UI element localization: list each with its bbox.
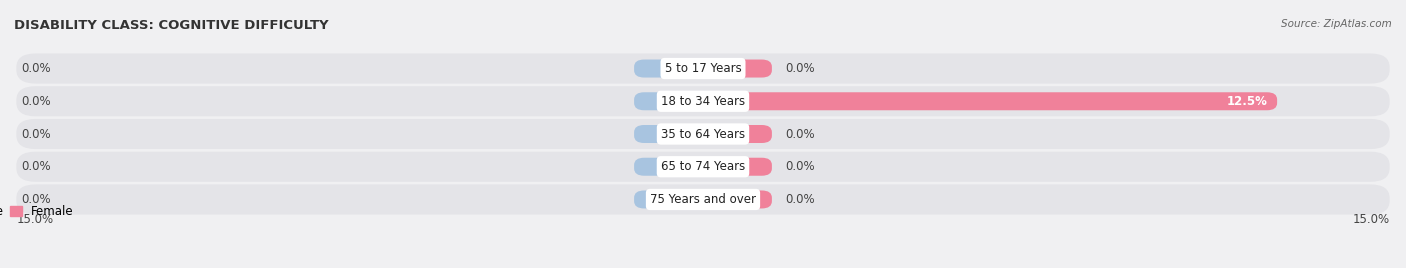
FancyBboxPatch shape [703, 59, 772, 77]
FancyBboxPatch shape [634, 191, 703, 209]
Text: 5 to 17 Years: 5 to 17 Years [665, 62, 741, 75]
Text: 0.0%: 0.0% [786, 62, 815, 75]
FancyBboxPatch shape [17, 152, 1389, 182]
Text: 0.0%: 0.0% [21, 160, 51, 173]
Text: 12.5%: 12.5% [1227, 95, 1268, 108]
Text: Source: ZipAtlas.com: Source: ZipAtlas.com [1281, 19, 1392, 29]
FancyBboxPatch shape [634, 92, 703, 110]
Text: 35 to 64 Years: 35 to 64 Years [661, 128, 745, 140]
FancyBboxPatch shape [17, 119, 1389, 149]
FancyBboxPatch shape [703, 191, 772, 209]
FancyBboxPatch shape [17, 54, 1389, 84]
Text: 75 Years and over: 75 Years and over [650, 193, 756, 206]
FancyBboxPatch shape [634, 158, 703, 176]
Text: 0.0%: 0.0% [21, 62, 51, 75]
FancyBboxPatch shape [703, 125, 772, 143]
Text: 0.0%: 0.0% [21, 128, 51, 140]
Text: 0.0%: 0.0% [21, 193, 51, 206]
Text: DISABILITY CLASS: COGNITIVE DIFFICULTY: DISABILITY CLASS: COGNITIVE DIFFICULTY [14, 19, 329, 32]
Text: 0.0%: 0.0% [786, 193, 815, 206]
FancyBboxPatch shape [703, 92, 1277, 110]
FancyBboxPatch shape [634, 125, 703, 143]
FancyBboxPatch shape [703, 158, 772, 176]
Text: 0.0%: 0.0% [786, 128, 815, 140]
Legend: Male, Female: Male, Female [0, 200, 79, 222]
Text: 0.0%: 0.0% [786, 160, 815, 173]
FancyBboxPatch shape [634, 59, 703, 77]
FancyBboxPatch shape [17, 184, 1389, 214]
Text: 65 to 74 Years: 65 to 74 Years [661, 160, 745, 173]
Text: 0.0%: 0.0% [21, 95, 51, 108]
FancyBboxPatch shape [17, 86, 1389, 116]
Text: 15.0%: 15.0% [1353, 213, 1389, 226]
Text: 15.0%: 15.0% [17, 213, 53, 226]
Text: 18 to 34 Years: 18 to 34 Years [661, 95, 745, 108]
